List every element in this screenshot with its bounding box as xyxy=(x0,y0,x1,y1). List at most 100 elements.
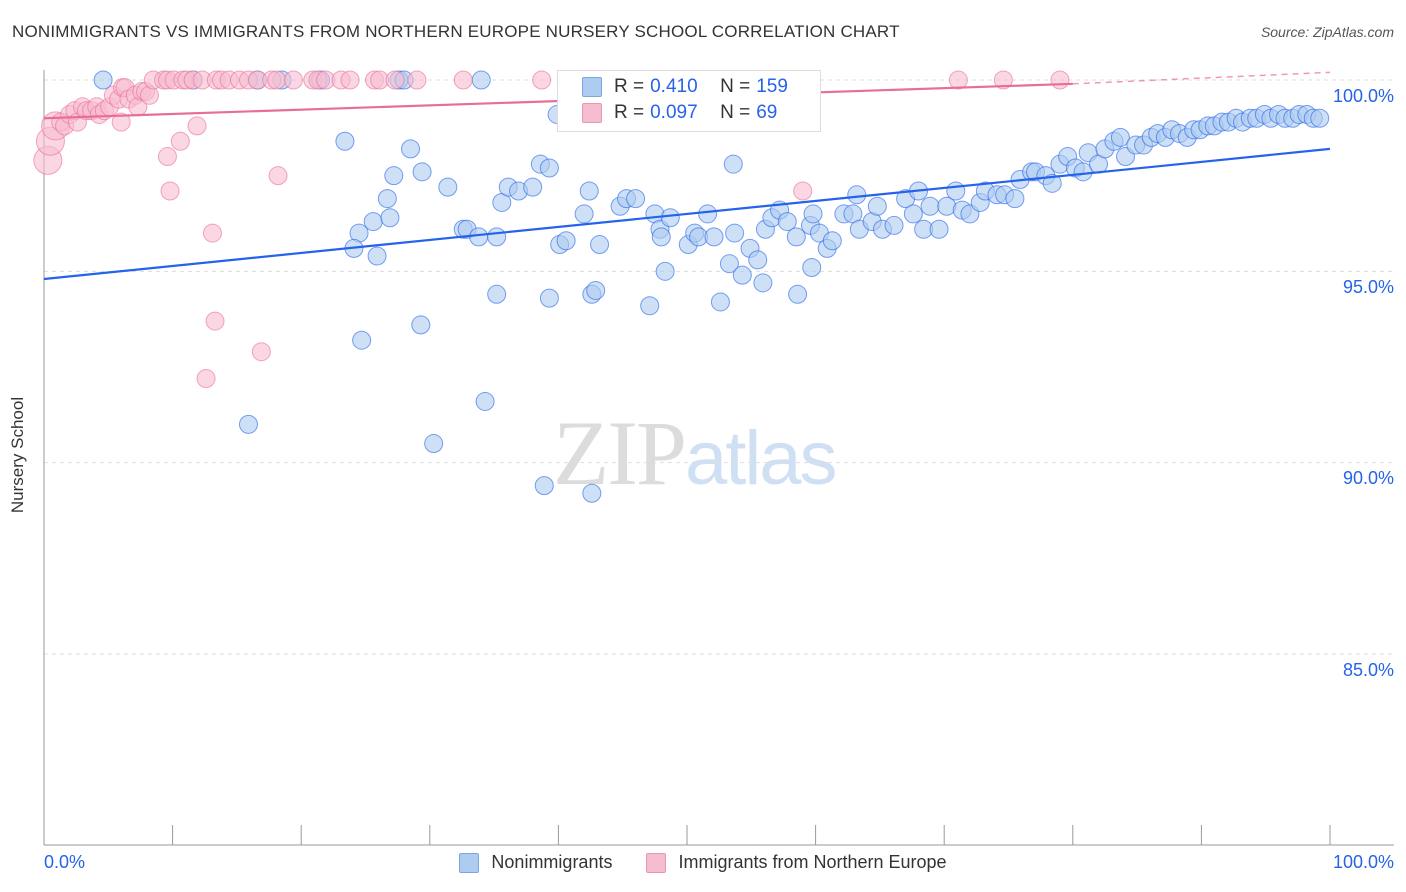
data-point xyxy=(793,181,813,201)
y-tick-label-100: 100.0% xyxy=(1332,86,1394,106)
data-point xyxy=(424,434,444,454)
data-point xyxy=(532,70,552,90)
data-point xyxy=(884,215,904,235)
data-point xyxy=(384,166,404,186)
axes xyxy=(43,70,1394,846)
watermark-zip: ZIP xyxy=(553,402,687,504)
y-tick-label-95: 95.0% xyxy=(1342,277,1394,297)
data-point xyxy=(202,223,222,243)
legend-swatch-pink xyxy=(646,852,667,873)
data-point xyxy=(471,70,491,90)
data-point xyxy=(847,185,867,205)
data-point xyxy=(929,219,949,239)
data-point xyxy=(534,476,554,496)
legend-r-label: R = xyxy=(614,76,645,97)
data-point xyxy=(238,414,258,434)
data-point xyxy=(283,70,303,90)
data-point xyxy=(251,342,271,362)
data-point xyxy=(1310,108,1330,128)
legend-r-value: 0.410 xyxy=(650,76,698,97)
zipatlas-watermark: ZIPatlas xyxy=(553,400,838,506)
data-point xyxy=(948,70,968,90)
data-point xyxy=(385,70,405,90)
data-point xyxy=(1042,173,1062,193)
correlation-legend: R = 0.410 N = 159 R = 0.097 N = 69 xyxy=(557,70,821,132)
data-point xyxy=(732,265,752,285)
data-point xyxy=(651,227,671,247)
data-point xyxy=(723,154,743,174)
data-point xyxy=(704,227,724,247)
data-point xyxy=(586,280,606,300)
legend-n-label: N = xyxy=(720,76,751,97)
data-point xyxy=(469,227,489,247)
data-point xyxy=(1005,189,1025,209)
legend-r-label: R = xyxy=(614,102,645,123)
data-point xyxy=(574,204,594,224)
data-point xyxy=(475,391,495,411)
data-point xyxy=(380,208,400,228)
data-point xyxy=(698,204,718,224)
data-point xyxy=(903,204,923,224)
data-point xyxy=(803,204,823,224)
data-point xyxy=(407,70,427,90)
y-axis-label: Nursery School xyxy=(8,396,27,514)
source-credit: Source: ZipAtlas.com xyxy=(1260,24,1394,40)
y-tick-label-90: 90.0% xyxy=(1342,468,1394,488)
data-point xyxy=(401,139,421,159)
series-nonimmigrants-points xyxy=(93,70,1330,503)
data-point xyxy=(582,483,602,503)
data-point xyxy=(539,288,559,308)
legend-row-immigrants: R = 0.097 N = 69 xyxy=(582,102,777,124)
data-point xyxy=(710,292,730,312)
legend-swatch-blue xyxy=(582,77,602,97)
legend-item-nonimmigrants: Nonimmigrants xyxy=(459,852,612,873)
data-point xyxy=(867,196,887,216)
data-point xyxy=(438,177,458,197)
data-point xyxy=(1110,127,1130,147)
data-point xyxy=(411,315,431,335)
data-point xyxy=(725,223,745,243)
data-point xyxy=(523,177,543,197)
data-point xyxy=(268,166,288,186)
y-tick-label-85: 85.0% xyxy=(1342,660,1394,680)
data-point xyxy=(170,131,190,151)
data-point xyxy=(822,231,842,251)
data-point xyxy=(640,296,660,316)
data-point xyxy=(788,284,808,304)
data-point xyxy=(160,181,180,201)
data-point xyxy=(453,70,473,90)
data-point xyxy=(753,273,773,293)
data-point xyxy=(487,284,507,304)
data-point xyxy=(157,147,177,167)
data-point xyxy=(920,196,940,216)
x-tick-label-100: 100.0% xyxy=(1332,852,1394,872)
data-point xyxy=(1073,162,1093,182)
data-point xyxy=(748,250,768,270)
chart-title: NONIMMIGRANTS VS IMMIGRANTS FROM NORTHER… xyxy=(12,22,900,41)
legend-label-immigrants: Immigrants from Northern Europe xyxy=(678,852,947,872)
data-point xyxy=(111,112,131,132)
legend-label-nonimmigrants: Nonimmigrants xyxy=(491,852,613,872)
data-point xyxy=(352,330,372,350)
data-point xyxy=(655,261,675,281)
data-point xyxy=(205,311,225,331)
data-point xyxy=(777,212,797,232)
series-legend: Nonimmigrants Immigrants from Northern E… xyxy=(0,852,1406,873)
data-point xyxy=(660,208,680,228)
legend-n-value: 159 xyxy=(756,76,788,97)
legend-row-nonimmigrants: R = 0.410 N = 159 xyxy=(582,76,788,98)
legend-swatch-blue xyxy=(459,852,480,873)
legend-n-value: 69 xyxy=(756,102,778,123)
x-tick-label-0: 0.0% xyxy=(44,852,86,872)
data-point xyxy=(487,227,507,247)
trend-line xyxy=(43,147,1331,281)
data-point xyxy=(93,70,113,90)
data-point xyxy=(719,254,739,274)
data-point xyxy=(187,116,207,136)
data-point xyxy=(267,70,287,90)
data-point xyxy=(946,181,966,201)
data-point xyxy=(340,70,360,90)
gridlines xyxy=(44,79,1394,655)
data-point xyxy=(412,162,432,182)
data-point xyxy=(579,181,599,201)
